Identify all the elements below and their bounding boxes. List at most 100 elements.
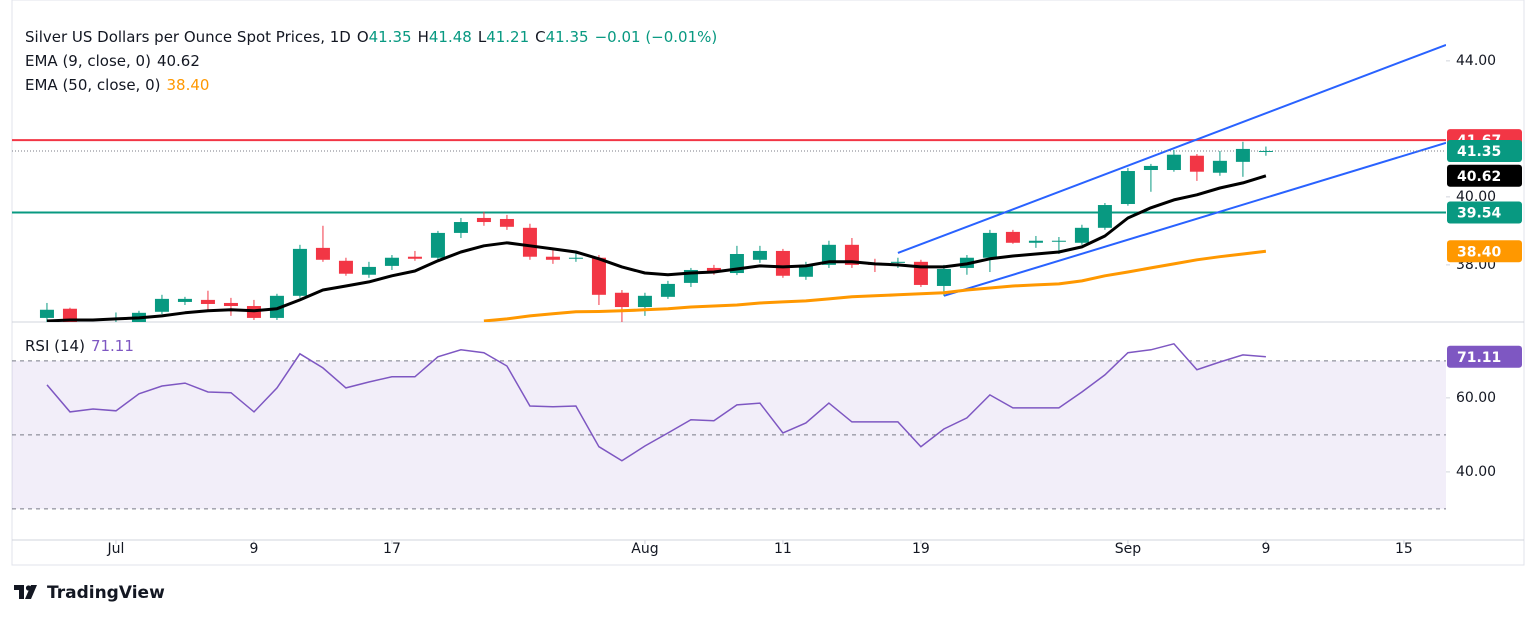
brand: TradingView [47, 583, 165, 603]
price-label: 71.11 [1457, 350, 1501, 366]
change: −0.01 (−0.01%) [594, 28, 718, 46]
price-label-box [1447, 164, 1522, 187]
x-tick-label: 9 [249, 541, 258, 557]
candle-body [706, 267, 721, 273]
x-tick-label: 9 [1261, 541, 1270, 557]
candle-body [1120, 171, 1135, 205]
price-pane [12, 43, 1446, 329]
candle-body [86, 324, 100, 329]
legend-name: EMA (9, close, 0) [25, 52, 151, 70]
price-label: 38.40 [1457, 244, 1502, 260]
price-label-box [1447, 240, 1522, 263]
candle-body [660, 283, 675, 297]
x-tick-label: 11 [774, 541, 792, 557]
y-tick-label: 60.00 [1456, 390, 1496, 406]
candle-body [430, 232, 445, 258]
legend-name: EMA (50, close, 0) [25, 76, 161, 94]
ohlc-value: 41.21 [486, 28, 530, 46]
candle-body [453, 222, 468, 233]
rsi-legend: RSI (14) 71.11 [25, 336, 140, 356]
candle-body [1235, 148, 1250, 162]
ohlc-letter: H [417, 28, 429, 46]
candle-body [223, 302, 238, 307]
candle-body [982, 232, 997, 258]
ohlc-value: 41.35 [545, 28, 589, 46]
price-label: 41.35 [1457, 144, 1501, 160]
candle-body [637, 295, 652, 308]
candle-body [591, 257, 606, 295]
candle-body [200, 299, 215, 304]
ohlc-item: O41.35 [357, 28, 412, 46]
legend-title-row: Silver US Dollars per Ounce Spot Prices,… [25, 27, 723, 47]
candle-body [522, 227, 537, 257]
x-tick-label: Sep [1115, 541, 1142, 557]
candle-body [1143, 165, 1158, 171]
candle-body [821, 244, 836, 265]
candle-body [568, 257, 583, 259]
x-tick-label: 15 [1395, 541, 1413, 557]
candle-body [614, 292, 629, 308]
legend-row: EMA (9, close, 0) 40.62 [25, 51, 206, 71]
ohlc-item: H41.48 [418, 28, 472, 46]
x-tick-label: Aug [631, 541, 658, 557]
y-tick-label: 44.00 [1456, 53, 1496, 69]
trend-line [897, 43, 1446, 254]
candle-body [338, 260, 353, 274]
logo-mark [14, 585, 24, 599]
y-tick-label: 40.00 [1456, 464, 1496, 480]
candle-body [752, 250, 767, 260]
candle-body [476, 217, 491, 223]
price-label: 40.62 [1457, 169, 1501, 185]
price-label-box [1447, 201, 1522, 224]
candle-body [315, 247, 330, 260]
candle-body [1212, 160, 1227, 173]
trend-line [943, 141, 1446, 297]
candle-body [361, 266, 376, 275]
ohlc-item: L41.21 [478, 28, 529, 46]
x-tick-label: 17 [383, 541, 401, 557]
candle-body [1189, 155, 1204, 172]
x-tick-label: Jul [107, 541, 125, 557]
ohlc-letter: L [477, 28, 487, 46]
rsi-line [46, 342, 1266, 462]
candle-body [1258, 150, 1273, 152]
candle-body [1005, 231, 1020, 243]
candle-body [269, 295, 284, 318]
candle-body [775, 250, 790, 276]
candle-body [890, 261, 905, 263]
candle-body [292, 248, 307, 296]
legend-value: 40.62 [156, 52, 200, 70]
candle-body [1166, 154, 1181, 171]
logo [14, 585, 37, 599]
legend-value: 38.40 [166, 76, 210, 94]
ema-line [483, 249, 1267, 322]
candle-body [1028, 240, 1043, 243]
ema-line [46, 174, 1267, 322]
candle-body [177, 298, 192, 302]
candle-body [154, 298, 169, 312]
logo-mark [25, 585, 37, 599]
candle-body [798, 264, 813, 277]
price-label-box [1447, 345, 1522, 368]
legend-row: EMA (50, close, 0) 38.40 [25, 75, 215, 95]
ohlc-value: 41.48 [428, 28, 472, 46]
chart-title: Silver US Dollars per Ounce Spot Prices,… [25, 28, 351, 46]
ohlc-letter: C [535, 28, 546, 46]
candle-body [499, 218, 514, 227]
legend-value: 71.11 [90, 337, 134, 355]
y-tick-label: 40.00 [1456, 189, 1496, 205]
price-label: 39.54 [1457, 206, 1502, 222]
rsi-pane [12, 342, 1446, 510]
candle-body [1051, 240, 1066, 242]
ohlc-letter: O [356, 28, 369, 46]
ohlc-value: 41.35 [368, 28, 412, 46]
candle-body [384, 257, 399, 266]
candle-body [1074, 227, 1089, 243]
legend-name: RSI (14) [25, 337, 85, 355]
price-label-box [1447, 139, 1522, 162]
ohlc-item: C41.35 [535, 28, 588, 46]
candle-body [936, 268, 951, 286]
